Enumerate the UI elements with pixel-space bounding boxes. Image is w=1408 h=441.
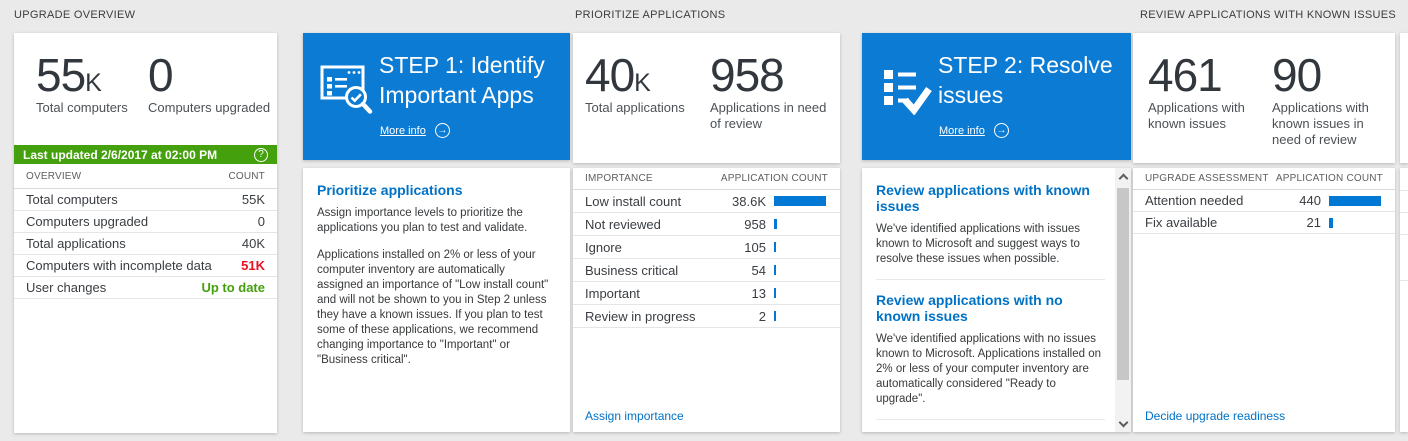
upgrade-overview-card: 55K Total computers 0 Computers upgraded… xyxy=(14,33,277,433)
importance-table-card: IMPORTANCE APPLICATION COUNT Low install… xyxy=(573,168,840,432)
step1-more-info-link[interactable]: More info → xyxy=(380,123,450,138)
review-section-header: REVIEW APPLICATIONS WITH KNOWN ISSUES xyxy=(1140,9,1396,21)
last-updated-text: Last updated 2/6/2017 at 02:00 PM xyxy=(23,147,218,162)
stat-known-issues-need-review[interactable]: 90 Applications with known issues in nee… xyxy=(1272,52,1394,148)
resolve-section-title: Review applications with known issues xyxy=(876,182,1090,214)
scrollbar[interactable] xyxy=(1115,168,1131,432)
count-bar xyxy=(774,196,826,206)
importance-table-header: IMPORTANCE APPLICATION COUNT xyxy=(573,168,840,190)
resolve-section-text: We've identified applications with issue… xyxy=(876,223,1080,265)
prioritize-info-title: Prioritize applications xyxy=(317,182,463,198)
stat-value: 958 xyxy=(710,49,785,101)
table-row[interactable]: Computers with incomplete data 51K xyxy=(14,255,277,277)
table-row[interactable]: Review in progress 2 xyxy=(573,305,840,328)
table-row[interactable]: Total applications 40K xyxy=(14,233,277,255)
arrow-right-icon: → xyxy=(993,123,1009,138)
table-row[interactable]: Important 13 xyxy=(573,282,840,305)
column-header: UPGRADE ASSESSMENT xyxy=(1145,173,1269,184)
scrollbar-thumb[interactable] xyxy=(1117,188,1129,380)
stat-total-computers[interactable]: 55K Total computers xyxy=(36,52,148,116)
assign-importance-link[interactable]: Assign importance xyxy=(585,409,684,423)
prioritize-section-header: PRIORITIZE APPLICATIONS xyxy=(575,9,726,21)
resolve-info-card: Review applications with known issues We… xyxy=(862,168,1131,432)
application-stats-card: 40K Total applications 958 Applications … xyxy=(573,33,840,163)
stat-label: Applications in need of review xyxy=(710,100,827,131)
table-row[interactable]: Attention needed 440 xyxy=(1133,190,1395,212)
assessment-table-card: UPGRADE ASSESSMENT APPLICATION COUNT Att… xyxy=(1133,168,1395,432)
decide-upgrade-readiness-link[interactable]: Decide upgrade readiness xyxy=(1145,409,1286,423)
ok-value: Up to date xyxy=(201,280,265,295)
scroll-up-button[interactable] xyxy=(1115,168,1131,184)
column-header: OVERVIEW xyxy=(26,170,82,182)
column-header: APPLICATION COUNT xyxy=(1275,173,1383,184)
stat-value: 90 xyxy=(1272,49,1322,101)
count-bar xyxy=(774,311,776,321)
prioritize-info-paragraph: Assign importance levels to prioritize t… xyxy=(317,207,528,234)
stat-apps-need-review[interactable]: 958 Applications in need of review xyxy=(710,52,828,132)
clipped-next-card-top xyxy=(1400,33,1408,163)
overview-section-header: UPGRADE OVERVIEW xyxy=(14,9,136,21)
application-stats: 40K Total applications 958 Applications … xyxy=(573,33,840,132)
last-updated-banner: Last updated 2/6/2017 at 02:00 PM ? xyxy=(14,145,277,164)
table-row[interactable]: Total computers 55K xyxy=(14,189,277,211)
prioritize-info-paragraph: Applications installed on 2% or less of … xyxy=(317,249,549,366)
prioritize-info-card: Prioritize applications Assign importanc… xyxy=(303,168,570,432)
clipped-next-card-bottom xyxy=(1400,168,1408,432)
table-row[interactable]: Fix available 21 xyxy=(1133,212,1395,234)
known-issues-stats-card: 461 Applications with known issues 90 Ap… xyxy=(1133,33,1395,163)
overview-table-header: OVERVIEW COUNT xyxy=(14,164,277,189)
count-bar xyxy=(1329,195,1381,206)
count-bar xyxy=(774,265,776,275)
scroll-down-button[interactable] xyxy=(1115,416,1131,432)
table-row[interactable]: User changes Up to date xyxy=(14,277,277,299)
table-row[interactable]: Ignore 105 xyxy=(573,236,840,259)
step2-title: STEP 2: Resolve issues xyxy=(938,52,1113,108)
known-issues-stats: 461 Applications with known issues 90 Ap… xyxy=(1133,33,1395,148)
arrow-right-icon: → xyxy=(434,123,450,138)
section-divider xyxy=(876,279,1105,280)
alert-value: 51K xyxy=(241,258,265,273)
count-bar xyxy=(1329,217,1333,228)
identify-apps-icon xyxy=(320,63,374,120)
resolve-section-title: Review applications with no known issues xyxy=(876,292,1063,324)
stat-label: Applications with known issues xyxy=(1148,100,1245,131)
stat-label: Total applications xyxy=(585,100,685,115)
step1-title: STEP 1: Identify Important Apps xyxy=(379,52,545,108)
chevron-down-icon xyxy=(1118,417,1128,427)
section-divider xyxy=(876,419,1105,420)
column-header: APPLICATION COUNT xyxy=(720,173,828,184)
step1-card[interactable]: STEP 1: Identify Important Apps More inf… xyxy=(303,33,570,160)
count-bar xyxy=(774,242,776,252)
stat-label: Computers upgraded xyxy=(148,100,271,115)
step2-card[interactable]: STEP 2: Resolve issues More info → xyxy=(862,33,1131,160)
assessment-table: UPGRADE ASSESSMENT APPLICATION COUNT Att… xyxy=(1133,168,1395,234)
step2-more-info-link[interactable]: More info → xyxy=(939,123,1009,138)
stat-label: Total computers xyxy=(36,100,128,115)
table-row[interactable]: Low install count 38.6K xyxy=(573,190,840,213)
count-bar xyxy=(774,219,777,229)
overview-table: OVERVIEW COUNT Total computers 55K Compu… xyxy=(14,164,277,299)
help-icon[interactable]: ? xyxy=(254,147,268,162)
resolve-section-text: We've identified applications with no is… xyxy=(876,333,1102,405)
assessment-table-header: UPGRADE ASSESSMENT APPLICATION COUNT xyxy=(1133,168,1395,190)
stat-label: Applications with known issues in need o… xyxy=(1272,100,1369,147)
importance-table: IMPORTANCE APPLICATION COUNT Low install… xyxy=(573,168,840,328)
count-bar xyxy=(774,288,776,298)
table-row[interactable]: Not reviewed 958 xyxy=(573,213,840,236)
column-header: IMPORTANCE xyxy=(585,173,653,184)
stat-computers-upgraded[interactable]: 0 Computers upgraded xyxy=(148,52,270,116)
stat-value: 461 xyxy=(1148,49,1223,101)
stat-value: 55K xyxy=(36,49,102,101)
stat-apps-known-issues[interactable]: 461 Applications with known issues xyxy=(1148,52,1272,148)
stat-total-applications[interactable]: 40K Total applications xyxy=(585,52,710,132)
stat-value: 40K xyxy=(585,49,651,101)
table-row[interactable]: Computers upgraded 0 xyxy=(14,211,277,233)
stat-value: 0 xyxy=(148,49,174,101)
table-row[interactable]: Business critical 54 xyxy=(573,259,840,282)
resolve-issues-icon xyxy=(882,67,932,120)
overview-stats: 55K Total computers 0 Computers upgraded xyxy=(14,33,277,116)
chevron-up-icon xyxy=(1118,173,1128,183)
column-header: COUNT xyxy=(228,170,265,182)
